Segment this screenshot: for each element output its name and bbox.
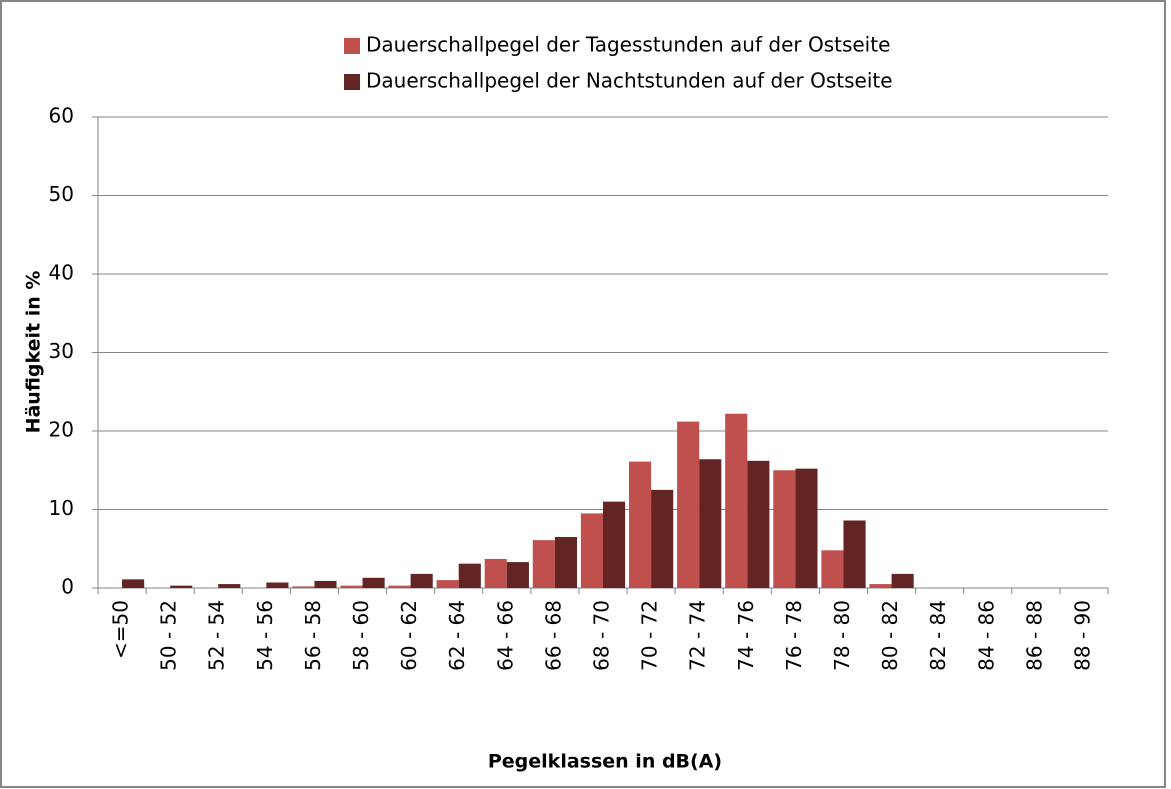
bar (292, 586, 315, 588)
x-tick-label: <=50 (109, 600, 133, 659)
y-tick-label: 50 (49, 182, 74, 206)
bar (699, 459, 722, 588)
bar (436, 580, 459, 588)
bar (532, 540, 555, 588)
bar (388, 585, 411, 588)
x-tick-label: 64 - 66 (493, 600, 517, 671)
bar (580, 513, 603, 588)
y-tick-label: 40 (49, 261, 74, 285)
bar (821, 550, 844, 588)
bar (795, 468, 818, 588)
x-tick-label: 86 - 88 (1022, 600, 1046, 671)
bar (362, 577, 385, 588)
bar (869, 584, 892, 588)
y-axis-label: Häufigkeit in % (23, 271, 45, 434)
x-tick-label: 82 - 84 (926, 600, 950, 671)
x-tick-label: 50 - 52 (157, 600, 181, 671)
bar (554, 536, 578, 588)
bar (843, 520, 866, 588)
bar (340, 585, 363, 588)
bar (677, 421, 700, 588)
x-tick-label: 74 - 76 (734, 600, 758, 671)
x-tick-label: 76 - 78 (782, 600, 806, 671)
bar (628, 461, 652, 588)
bar (506, 562, 529, 588)
x-tick-label: 84 - 86 (974, 600, 998, 671)
x-tick-label: 70 - 72 (638, 600, 662, 671)
y-tick-label: 20 (49, 418, 74, 442)
bar (410, 573, 433, 588)
legend-swatch (344, 38, 360, 54)
bar (484, 558, 507, 588)
x-tick-label: 78 - 80 (830, 600, 854, 671)
bar (747, 460, 770, 588)
bar (891, 573, 914, 588)
legend-label: Dauerschallpegel der Nachtstunden auf de… (366, 69, 893, 93)
y-tick-label: 10 (49, 496, 74, 520)
x-tick-label: 80 - 82 (878, 600, 902, 671)
y-tick-label: 60 (49, 104, 74, 128)
x-tick-label: 68 - 70 (590, 600, 614, 671)
x-tick-label: 52 - 54 (205, 600, 229, 671)
x-tick-label: 88 - 90 (1070, 600, 1094, 671)
bar (725, 413, 748, 588)
y-tick-label: 30 (49, 339, 74, 363)
y-tick-label: 0 (61, 575, 74, 599)
legend-label: Dauerschallpegel der Tagesstunden auf de… (366, 33, 890, 57)
x-tick-label: 62 - 64 (445, 600, 469, 671)
bar (603, 501, 626, 588)
x-tick-label: 56 - 58 (301, 600, 325, 671)
bar (458, 563, 481, 588)
x-tick-label: 54 - 56 (253, 600, 277, 671)
legend-swatch (344, 74, 360, 90)
x-tick-label: 58 - 60 (349, 600, 373, 671)
bar (218, 584, 241, 588)
bar (122, 579, 145, 588)
bar (266, 582, 289, 588)
x-tick-label: 60 - 62 (397, 600, 421, 671)
bar (773, 470, 796, 588)
x-axis-label: Pegelklassen in dB(A) (488, 751, 722, 773)
x-tick-label: 66 - 68 (541, 600, 565, 671)
bar (651, 489, 674, 588)
bar (314, 580, 337, 588)
bar (170, 585, 193, 588)
x-tick-label: 72 - 74 (686, 600, 710, 671)
